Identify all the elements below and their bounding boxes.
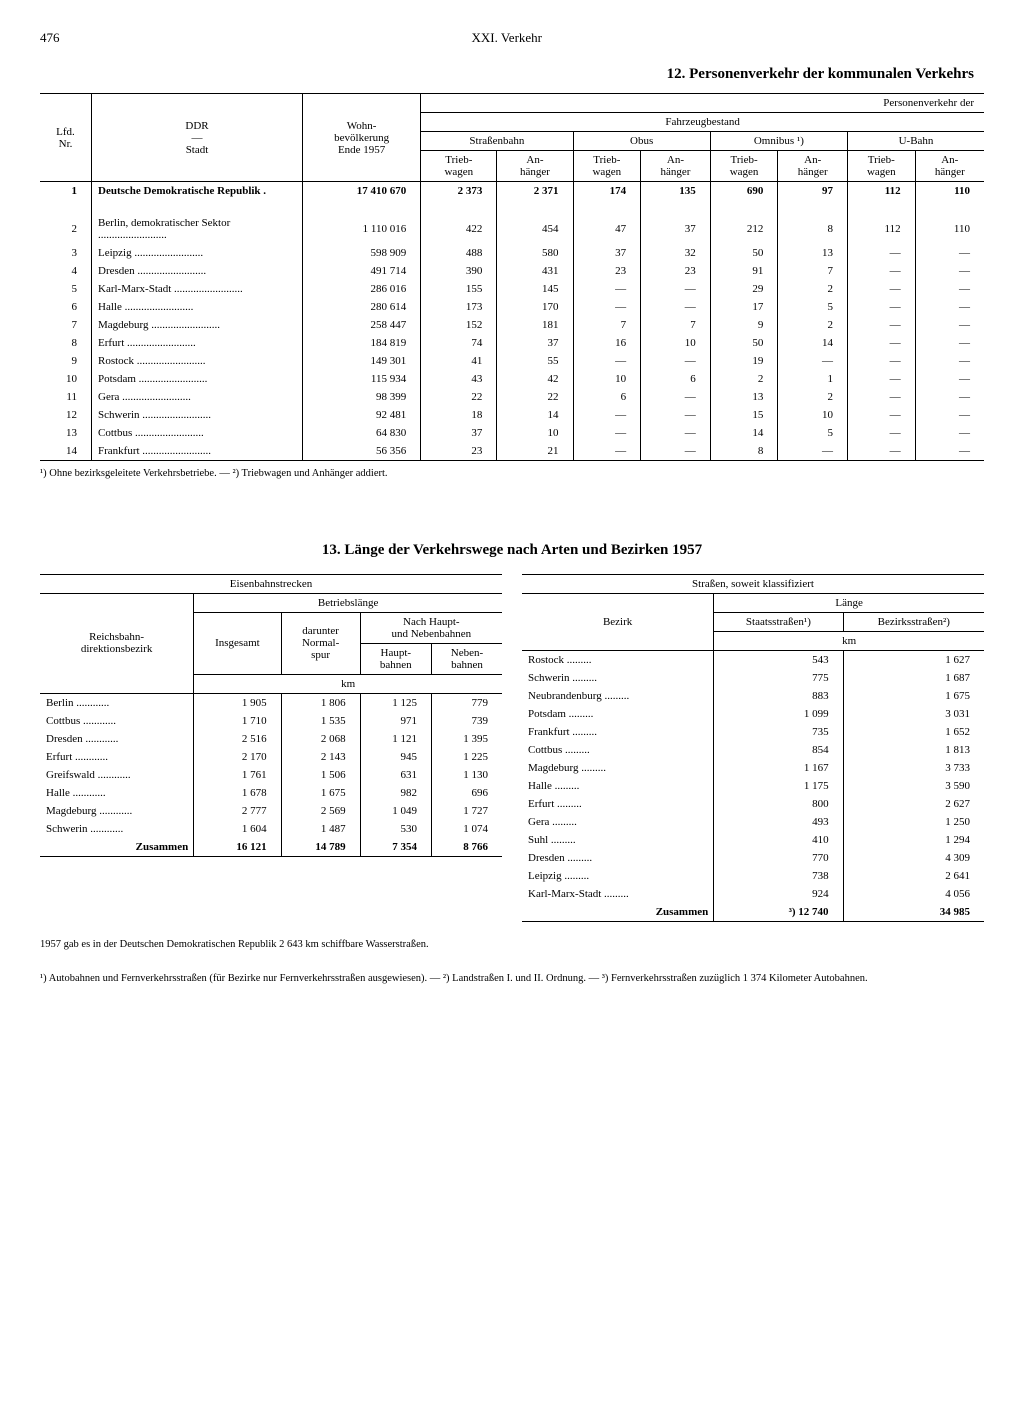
table-row: 1Deutsche Demokratische Republik .17 410… xyxy=(40,182,984,201)
table-row: Halle .........1 1753 590 xyxy=(522,777,984,795)
section-12-title: 12. Personenverkehr der kommunalen Verke… xyxy=(40,66,984,83)
table-row: 7Magdeburg .........................258 … xyxy=(40,316,984,334)
table-row: 14Frankfurt .........................56 … xyxy=(40,442,984,461)
table-12: Lfd.Nr. DDR— Stadt Wohn-bevölkerungEnde … xyxy=(40,93,984,461)
col-obus: Obus xyxy=(573,132,710,151)
table-row: 8Erfurt .........................184 819… xyxy=(40,334,984,352)
table-row: Gera .........4931 250 xyxy=(522,813,984,831)
table-row: Suhl .........4101 294 xyxy=(522,831,984,849)
table-row: Berlin ............1 9051 8061 125779 xyxy=(40,693,502,712)
table-row: Leipzig .........7382 641 xyxy=(522,867,984,885)
section-13-footnote: ¹) Autobahnen und Fernverkehrsstraßen (f… xyxy=(40,972,984,987)
table-row: Magdeburg ............2 7772 5691 0491 7… xyxy=(40,802,502,820)
table-row: Magdeburg .........1 1673 733 xyxy=(522,759,984,777)
table-row: Frankfurt .........7351 652 xyxy=(522,723,984,741)
table-row: 11Gera .........................98 39922… xyxy=(40,388,984,406)
col-wohn: Wohn-bevölkerungEnde 1957 xyxy=(303,94,421,182)
table-row: Schwerin ............1 6041 4875301 074 xyxy=(40,820,502,838)
table-row: 2Berlin, demokratischer Sektor .........… xyxy=(40,214,984,244)
table-row: Halle ............1 6781 675982696 xyxy=(40,784,502,802)
col-lfd: Lfd.Nr. xyxy=(40,94,92,182)
table-row: Karl-Marx-Stadt .........9244 056 xyxy=(522,885,984,903)
table-row: 4Dresden .........................491 71… xyxy=(40,262,984,280)
table-row: Erfurt ............2 1702 1439451 225 xyxy=(40,748,502,766)
table-row: Schwerin .........7751 687 xyxy=(522,669,984,687)
table-row: Neubrandenburg .........8831 675 xyxy=(522,687,984,705)
table-row: 6Halle .........................280 6141… xyxy=(40,298,984,316)
chapter-title: XXI. Verkehr xyxy=(471,30,542,46)
table-13-right-wrap: Straßen, soweit klassifiziert Bezirk Län… xyxy=(522,574,984,922)
col-ubahn: U-Bahn xyxy=(848,132,984,151)
table-sum-row: Zusammen³) 12 74034 985 xyxy=(522,903,984,922)
page-header: 476 XXI. Verkehr xyxy=(40,30,984,46)
page-number: 476 xyxy=(40,30,60,46)
table-row: Greifswald ............1 7611 5066311 13… xyxy=(40,766,502,784)
table-row: 13Cottbus .........................64 83… xyxy=(40,424,984,442)
table-13-left: Eisenbahnstrecken Reichsbahn-direktionsb… xyxy=(40,574,502,857)
table-row: Potsdam .........1 0993 031 xyxy=(522,705,984,723)
table-row: 3Leipzig .........................598 90… xyxy=(40,244,984,262)
table-13-right: Straßen, soweit klassifiziert Bezirk Län… xyxy=(522,574,984,922)
table-sum-row: Zusammen16 12114 7897 3548 766 xyxy=(40,838,502,857)
table-row: Erfurt .........8002 627 xyxy=(522,795,984,813)
table-row: Cottbus ............1 7101 535971739 xyxy=(40,712,502,730)
table-row: 5Karl-Marx-Stadt .......................… xyxy=(40,280,984,298)
col-fahrzeug: Fahrzeugbestand xyxy=(421,113,984,132)
table-row: Dresden ............2 5162 0681 1211 395 xyxy=(40,730,502,748)
col-omnibus: Omnibus ¹) xyxy=(710,132,847,151)
table-row: Rostock .........5431 627 xyxy=(522,650,984,669)
section-13-title: 13. Länge der Verkehrswege nach Arten un… xyxy=(40,542,984,559)
col-strassenbahn: Straßenbahn xyxy=(421,132,573,151)
col-stadt: DDR— Stadt xyxy=(92,94,303,182)
table-row: 12Schwerin .........................92 4… xyxy=(40,406,984,424)
col-pv: Personenverkehr der xyxy=(421,94,984,113)
table-row: 10Potsdam .........................115 9… xyxy=(40,370,984,388)
table-row: Dresden .........7704 309 xyxy=(522,849,984,867)
table-row: 9Rostock .........................149 30… xyxy=(40,352,984,370)
section-13-note: 1957 gab es in der Deutschen Demokratisc… xyxy=(40,938,984,953)
table-13-left-wrap: Eisenbahnstrecken Reichsbahn-direktionsb… xyxy=(40,574,502,922)
table-12-footnote: ¹) Ohne bezirksgeleitete Verkehrsbetrieb… xyxy=(40,467,984,482)
table-row: Cottbus .........8541 813 xyxy=(522,741,984,759)
